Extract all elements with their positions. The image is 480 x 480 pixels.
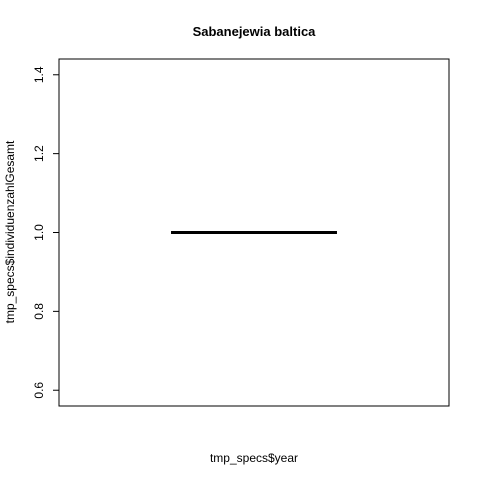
y-tick-group: 0.6 0.8 1.0 1.2 1.4 (32, 66, 59, 399)
y-axis-label: tmp_specs$individuenzahlGesamt (3, 140, 17, 323)
y-tick-label: 0.6 (32, 382, 46, 399)
y-tick-label: 1.4 (32, 66, 46, 83)
x-axis-label: tmp_specs$year (210, 451, 298, 465)
y-tick-label: 0.8 (32, 303, 46, 320)
y-tick-label: 1.2 (32, 145, 46, 162)
y-tick-label: 1.0 (32, 224, 46, 241)
chart-title: Sabanejewia baltica (193, 24, 317, 39)
